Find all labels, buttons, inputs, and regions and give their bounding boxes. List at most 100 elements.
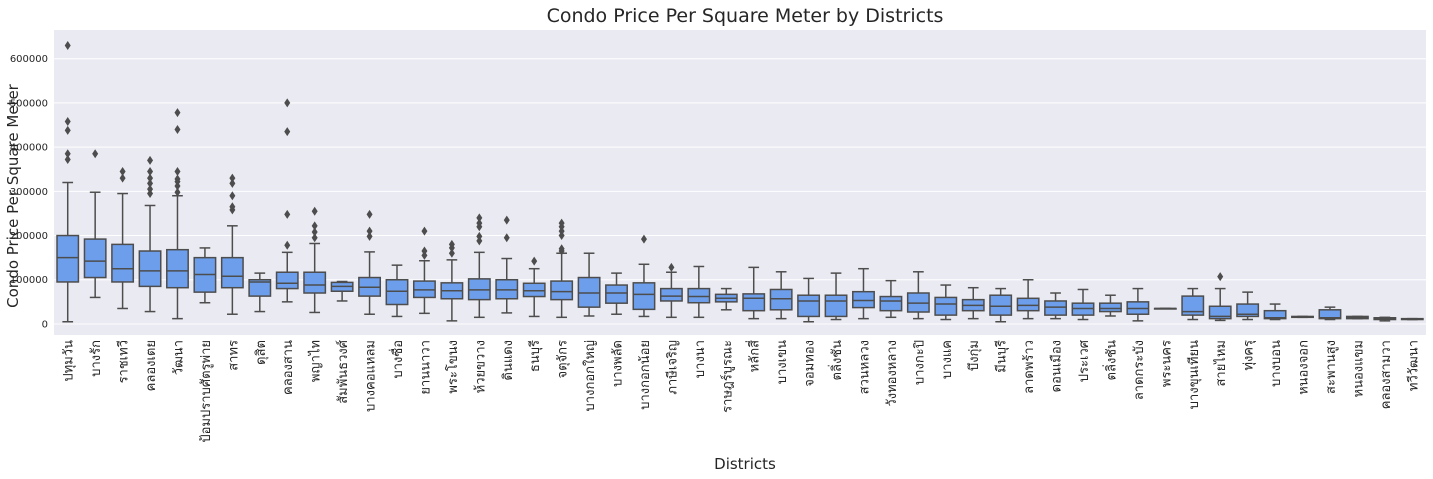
x-tick-label: คลองเตย <box>144 340 159 391</box>
box-group <box>714 287 738 311</box>
y-tick-label: 100000 <box>10 275 48 286</box>
box-group <box>56 40 80 323</box>
outlier-point <box>229 178 236 188</box>
x-tick-label: บางแค <box>940 340 955 379</box>
outlier-point <box>311 233 318 243</box>
outlier-point <box>284 209 291 219</box>
box-group <box>111 166 135 310</box>
outlier-point <box>531 256 538 266</box>
x-tick-label: หนองแขม <box>1351 340 1366 397</box>
x-tick-label: วัฒนา <box>171 340 186 375</box>
outlier-point <box>174 124 181 134</box>
outlier-point <box>558 244 565 254</box>
outlier-point <box>366 209 373 219</box>
box-group <box>467 213 491 319</box>
outlier-point <box>311 227 318 237</box>
box-group <box>522 256 546 318</box>
x-tick-label: คลองสาน <box>281 340 296 395</box>
x-tick-label: ป้อมปราบศัตรูพ่าย <box>199 340 214 443</box>
box-group <box>495 215 519 314</box>
x-tick-label: มีนบุรี <box>994 340 1010 373</box>
x-tick-label: บางขุนเทียน <box>1186 340 1202 409</box>
box-group <box>1263 303 1287 321</box>
outlier-point <box>311 221 318 231</box>
x-tick-label: บางบอน <box>1269 340 1284 387</box>
y-tick-label: 300000 <box>10 187 48 198</box>
outlier-point <box>64 149 71 159</box>
box-group <box>961 286 985 320</box>
box-iqr <box>1236 303 1260 318</box>
y-tick-label: 0 <box>42 319 48 330</box>
box-iqr <box>248 278 272 297</box>
x-tick-label: พระโขนง <box>445 340 461 394</box>
x-tick-label: ลาดกระบัง <box>1132 340 1147 400</box>
outlier-point <box>229 202 236 212</box>
x-tick-label: คลองสามวา <box>1379 340 1394 409</box>
x-tick-label: ยานนาวา <box>418 340 433 395</box>
outlier-point <box>668 262 675 272</box>
outlier-point <box>476 218 483 228</box>
box-iqr <box>1044 300 1068 316</box>
box-iqr <box>769 288 793 311</box>
outlier-point <box>284 240 291 250</box>
box-iqr <box>687 287 711 304</box>
outlier-point <box>64 155 71 165</box>
box-group <box>769 271 793 320</box>
outlier-point <box>503 233 510 243</box>
x-tick-label: สายไหม <box>1213 340 1229 387</box>
box-iqr <box>852 290 875 309</box>
box-iqr <box>522 282 546 298</box>
x-tick-label: หนองจอก <box>1297 340 1312 395</box>
box-group <box>303 206 327 314</box>
box-group <box>83 149 107 299</box>
outlier-point <box>64 125 71 135</box>
outlier-point <box>284 98 291 108</box>
box-group <box>1318 306 1342 321</box>
box-iqr <box>303 271 327 294</box>
outlier-point <box>174 187 181 197</box>
x-tick-label: จอมทอง <box>803 340 818 387</box>
x-tick-label: บางกอกน้อย <box>638 340 653 410</box>
box-group <box>1291 315 1314 319</box>
box-iqr <box>111 243 135 283</box>
outlier-point <box>558 218 565 228</box>
x-tick-label: บึงกุ่ม <box>967 340 982 371</box>
outlier-point <box>147 184 154 194</box>
x-tick-label: สาทร <box>226 340 241 371</box>
box-group <box>248 272 272 313</box>
outlier-point <box>311 206 318 216</box>
x-tick-label: หลักสี่ <box>746 340 763 372</box>
box-group <box>412 226 436 315</box>
x-tick-label: ตลิ่งชัน <box>1102 340 1119 381</box>
x-tick-label: บางนา <box>693 340 708 378</box>
box-group <box>1345 315 1369 320</box>
outlier-point <box>366 226 373 236</box>
outlier-point <box>476 231 483 241</box>
outlier-point <box>147 173 154 183</box>
chart-title: Condo Price Per Square Meter by District… <box>547 5 944 27</box>
box-group <box>1044 292 1068 320</box>
outlier-point <box>476 213 483 223</box>
outlier-point <box>147 178 154 188</box>
box-group <box>166 108 189 320</box>
box-iqr <box>1016 297 1040 312</box>
x-tick-label: ลาดพร้าว <box>1022 340 1037 394</box>
box-group <box>1153 307 1177 310</box>
box-iqr <box>632 282 656 311</box>
box-group <box>797 277 821 323</box>
x-tick-label: ราชเทวี <box>116 340 132 383</box>
box-group <box>1071 288 1095 321</box>
box-group <box>742 266 766 320</box>
box-iqr <box>879 295 903 312</box>
box-group <box>440 239 464 322</box>
x-tick-label: ดินแดง <box>501 340 516 381</box>
box-iqr <box>797 294 821 318</box>
box-group <box>1208 272 1232 322</box>
outlier-point <box>174 166 181 176</box>
y-tick-labels: 0 100000 200000 300000 400000 500000 600000 <box>10 54 48 330</box>
box-group <box>659 262 683 319</box>
box-iqr <box>83 238 107 279</box>
box-group <box>275 98 299 303</box>
x-tick-label: ห้วยขวาง <box>473 340 488 393</box>
